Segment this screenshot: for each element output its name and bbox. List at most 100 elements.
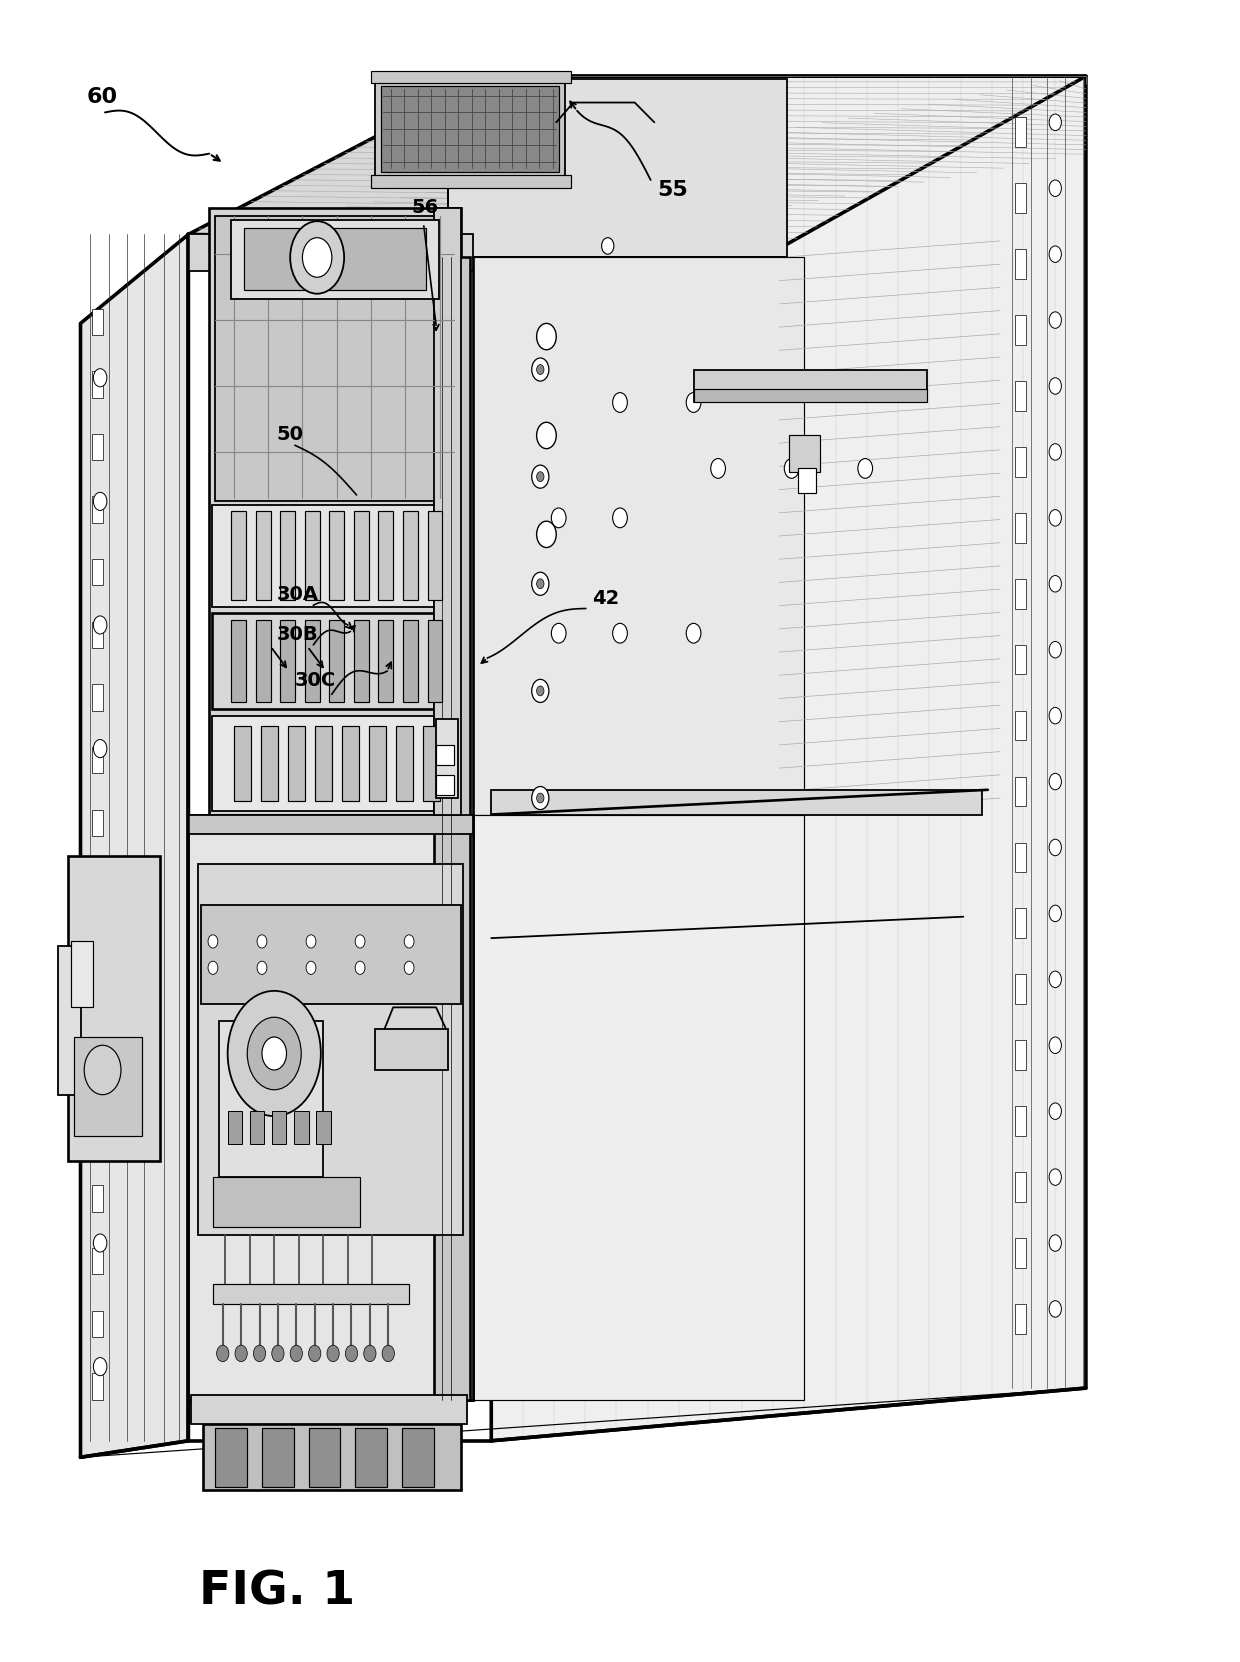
Circle shape xyxy=(303,238,332,278)
Bar xyxy=(58,946,81,1095)
Bar xyxy=(1014,381,1025,411)
Bar xyxy=(232,512,246,600)
Circle shape xyxy=(1049,377,1061,394)
Polygon shape xyxy=(81,234,188,1458)
Bar xyxy=(92,1060,103,1087)
Circle shape xyxy=(686,392,701,412)
Bar xyxy=(1014,316,1025,344)
Bar xyxy=(330,620,345,703)
Circle shape xyxy=(262,1037,286,1070)
Circle shape xyxy=(1049,246,1061,263)
Circle shape xyxy=(1049,115,1061,131)
Text: 30C: 30C xyxy=(295,671,336,690)
Bar xyxy=(305,620,320,703)
Bar xyxy=(1014,578,1025,608)
Circle shape xyxy=(290,1345,303,1361)
Bar xyxy=(428,512,443,600)
Bar xyxy=(255,620,270,703)
Bar xyxy=(92,685,103,711)
Bar xyxy=(92,1248,103,1275)
Circle shape xyxy=(93,617,107,633)
Bar xyxy=(219,1020,324,1177)
Bar xyxy=(92,1373,103,1399)
Bar xyxy=(1014,1305,1025,1333)
Circle shape xyxy=(93,987,107,1006)
Bar xyxy=(232,219,439,299)
Circle shape xyxy=(93,369,107,387)
Bar xyxy=(1014,843,1025,873)
Circle shape xyxy=(613,623,627,643)
Text: 56: 56 xyxy=(412,198,439,218)
Circle shape xyxy=(613,392,627,412)
Bar xyxy=(92,873,103,899)
Circle shape xyxy=(532,357,549,381)
Bar xyxy=(92,746,103,773)
Circle shape xyxy=(217,1345,229,1361)
Circle shape xyxy=(537,422,557,449)
Bar xyxy=(280,620,295,703)
Bar xyxy=(428,620,443,703)
Bar xyxy=(1014,645,1025,675)
Bar xyxy=(188,814,472,1399)
Circle shape xyxy=(532,786,549,809)
Circle shape xyxy=(1049,642,1061,658)
Bar xyxy=(212,716,434,811)
Circle shape xyxy=(327,1345,340,1361)
Bar xyxy=(213,1285,409,1305)
Bar xyxy=(92,809,103,836)
Circle shape xyxy=(253,1345,265,1361)
Circle shape xyxy=(552,623,565,643)
Bar xyxy=(188,814,472,834)
Bar xyxy=(210,208,460,814)
Bar xyxy=(92,558,103,585)
Circle shape xyxy=(208,961,218,974)
Circle shape xyxy=(1049,1168,1061,1185)
Polygon shape xyxy=(188,76,1086,244)
Circle shape xyxy=(368,238,381,254)
Circle shape xyxy=(1049,773,1061,789)
Circle shape xyxy=(382,1345,394,1361)
Circle shape xyxy=(1049,1104,1061,1120)
Bar xyxy=(1014,514,1025,542)
Bar xyxy=(1014,118,1025,146)
Circle shape xyxy=(84,1045,122,1095)
Circle shape xyxy=(537,522,557,547)
Bar xyxy=(378,620,393,703)
Circle shape xyxy=(537,686,544,696)
Bar xyxy=(232,620,246,703)
Circle shape xyxy=(306,934,316,947)
Circle shape xyxy=(93,863,107,881)
Bar xyxy=(74,1037,141,1135)
Bar xyxy=(316,1112,331,1143)
Circle shape xyxy=(1049,444,1061,460)
Circle shape xyxy=(93,492,107,510)
Bar xyxy=(1014,1040,1025,1070)
Circle shape xyxy=(711,459,725,479)
Bar xyxy=(92,1185,103,1212)
Bar xyxy=(423,726,440,801)
Bar xyxy=(378,512,393,600)
Bar xyxy=(1014,974,1025,1004)
Bar xyxy=(396,726,413,801)
Bar xyxy=(330,512,345,600)
Bar xyxy=(403,620,418,703)
Bar xyxy=(249,1112,264,1143)
Bar xyxy=(305,512,320,600)
Circle shape xyxy=(236,1345,247,1361)
Circle shape xyxy=(1049,510,1061,527)
Bar xyxy=(342,726,358,801)
Circle shape xyxy=(93,1358,107,1376)
Bar xyxy=(371,71,570,83)
Circle shape xyxy=(272,1345,284,1361)
Circle shape xyxy=(363,1345,376,1361)
Circle shape xyxy=(270,238,283,254)
Bar xyxy=(255,512,270,600)
Circle shape xyxy=(1049,312,1061,329)
Circle shape xyxy=(1049,1235,1061,1251)
Circle shape xyxy=(1049,575,1061,592)
Bar xyxy=(355,1428,387,1487)
Circle shape xyxy=(257,961,267,974)
Bar xyxy=(309,1428,341,1487)
Bar xyxy=(436,774,455,794)
Circle shape xyxy=(93,1233,107,1251)
